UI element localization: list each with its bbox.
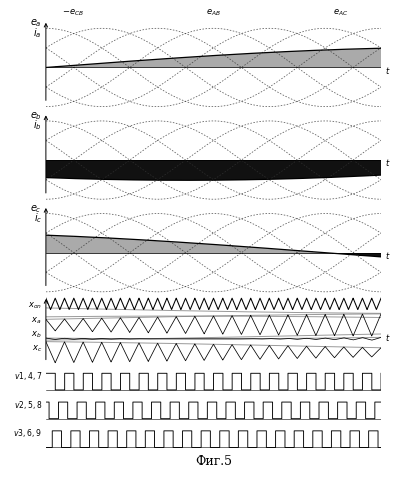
Text: $v2,5,8$: $v2,5,8$ [14, 398, 42, 410]
Text: $e_{AC}$: $e_{AC}$ [333, 7, 348, 18]
Text: $x_a$: $x_a$ [32, 316, 42, 326]
Text: $x_{on}$: $x_{on}$ [28, 300, 42, 311]
Text: $e_c$: $e_c$ [30, 203, 42, 214]
Text: $i_a$: $i_a$ [34, 26, 42, 40]
Text: $i_b$: $i_b$ [33, 118, 42, 132]
Text: $e_a$: $e_a$ [30, 18, 42, 29]
Text: $x_b$: $x_b$ [31, 330, 42, 340]
Text: $t$: $t$ [385, 65, 391, 76]
Text: $v3,6,9$: $v3,6,9$ [14, 428, 42, 440]
Text: Фиг.5: Фиг.5 [195, 455, 232, 468]
Text: $v1,4,7$: $v1,4,7$ [14, 370, 42, 382]
Text: $e_{AB}$: $e_{AB}$ [206, 7, 221, 18]
Text: $-e_{CB}$: $-e_{CB}$ [62, 7, 84, 18]
Text: $e_b$: $e_b$ [30, 110, 42, 122]
Text: $t$: $t$ [385, 250, 391, 261]
Text: $t$: $t$ [385, 158, 391, 168]
Text: $i_c$: $i_c$ [34, 212, 42, 225]
Text: $x_c$: $x_c$ [32, 343, 42, 353]
Text: $t$: $t$ [385, 332, 391, 343]
